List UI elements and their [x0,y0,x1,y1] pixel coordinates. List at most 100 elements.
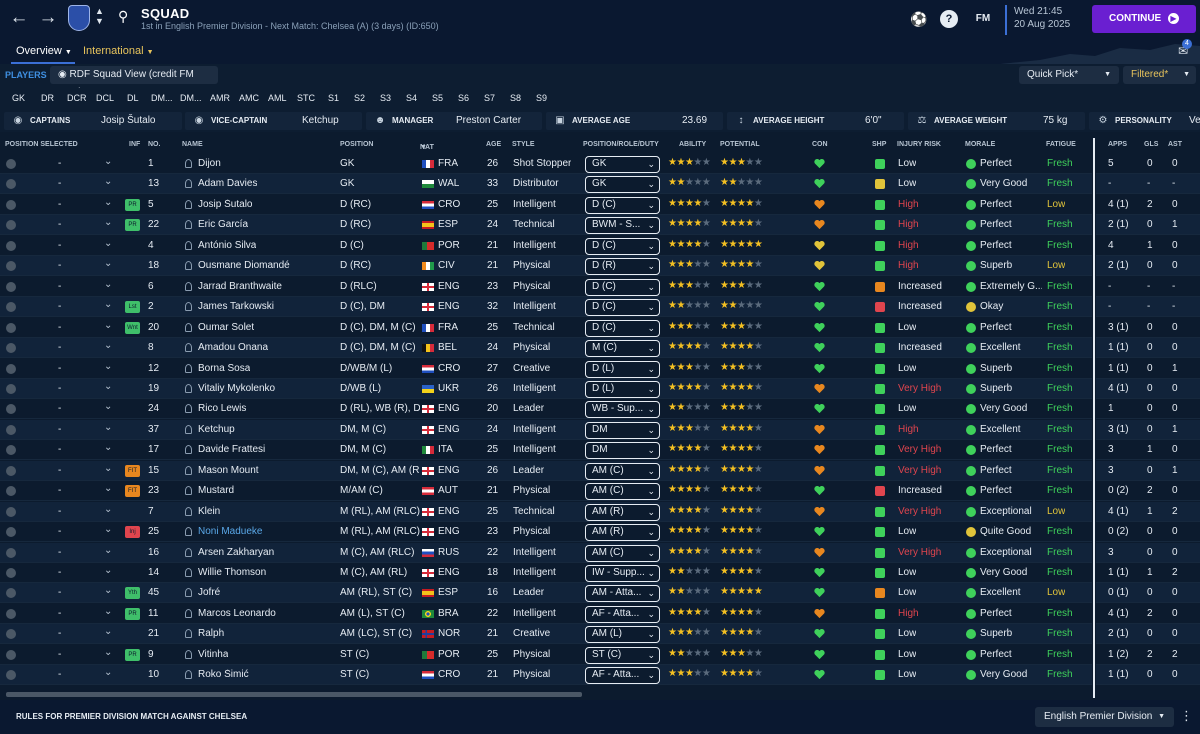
position-selected-cell[interactable]: - [58,280,62,292]
position-filter-dl[interactable]: DL [127,93,139,103]
table-row[interactable]: - ⌄ 19 Vitaliy Mykolenko D/WB (L) UKR 26 Intell… [0,378,1092,399]
row-select-icon[interactable] [6,179,16,190]
table-row[interactable]: - ⌄ 12 Borna Sosa D/WB/M (L) CRO 27 Creative D (… [0,359,1092,379]
player-name-link[interactable]: Roko Šimić [198,669,249,681]
row-select-icon[interactable] [6,302,16,313]
row-select-icon[interactable] [6,199,16,210]
player-name-link[interactable]: Arsen Zakharyan [198,546,275,558]
row-select-icon[interactable] [6,322,16,333]
role-duty-dropdown[interactable]: D (C) ⌄ [585,196,660,214]
table-row[interactable]: - ⌄ PR 11 Marcos Leonardo AM (L), ST (C) BRA 22… [0,604,1092,624]
table-row[interactable]: - ⌄ 14 Willie Thomson M (C), AM (RL) ENG 18 Int… [0,563,1092,583]
nationality-cell[interactable]: CRO [438,669,461,681]
position-selected-cell[interactable]: - [58,219,62,231]
fm-menu-button[interactable]: FM [975,13,991,24]
role-duty-dropdown[interactable]: GK ⌄ [585,156,660,173]
position-filter-s3[interactable]: S3 [380,93,392,103]
role-duty-dropdown[interactable]: AM - Atta... ⌄ [585,585,660,603]
position-filter-s1[interactable]: S1 [328,93,340,103]
table-row[interactable]: - ⌄ 10 Roko Šimić ST (C) CRO 21 Physical AF - At… [0,665,1092,686]
player-name-link[interactable]: Oumar Solet [198,321,255,333]
position-filter-gk[interactable]: GK [12,93,26,103]
player-name-link[interactable]: Rico Lewis [198,403,247,415]
role-duty-dropdown[interactable]: D (C) ⌄ [585,237,660,255]
position-filter-dm2[interactable]: DM... [180,93,202,103]
col-potential[interactable]: POTENTIAL [720,141,760,148]
position-selected-cell[interactable]: - [58,301,62,313]
role-duty-dropdown[interactable]: M (C) ⌄ [585,340,660,358]
role-duty-dropdown[interactable]: AF - Atta... ⌄ [585,605,660,623]
role-duty-dropdown[interactable]: BWM - S... ⌄ [585,217,660,235]
vice-captain-panel[interactable]: ◉ VICE-CAPTAIN Ketchup [185,112,362,130]
nationality-cell[interactable]: RUS [438,546,460,558]
role-duty-dropdown[interactable]: AM (R) ⌄ [585,524,660,542]
row-select-icon[interactable] [6,343,16,354]
player-name-link[interactable]: Borna Sosa [198,362,251,374]
player-name-link[interactable]: Klein [198,505,221,517]
role-duty-dropdown[interactable]: D (C) ⌄ [585,319,660,337]
position-selected-cell[interactable]: - [58,485,62,497]
position-selected-cell[interactable]: - [58,342,62,354]
player-name-link[interactable]: Ralph [198,628,225,640]
col-name[interactable]: NAME [182,141,203,148]
col-injury[interactable]: INJURY RISK [897,141,941,148]
position-selected-cell[interactable]: - [58,628,62,640]
row-select-icon[interactable] [6,568,16,578]
position-selected-cell[interactable]: - [58,362,62,374]
nationality-cell[interactable]: ITA [438,444,453,456]
table-row[interactable]: - ⌄ 18 Ousmane Diomandé D (RC) CIV 21 Physical D… [0,256,1092,277]
position-filter-dcl[interactable]: DCL [96,93,115,103]
nationality-cell[interactable]: BRA [438,607,459,619]
row-select-icon[interactable] [6,588,16,599]
row-select-icon[interactable] [6,629,16,640]
nationality-cell[interactable]: ESP [438,219,459,231]
position-selected-cell[interactable]: - [58,607,62,619]
col-no[interactable]: NO. [148,141,161,148]
chevron-down-icon[interactable]: ⌄ [104,503,113,515]
row-select-icon[interactable] [6,445,16,456]
player-name-link[interactable]: Willie Thomson [198,567,267,578]
chevron-down-icon[interactable]: ⌄ [104,340,113,352]
col-morale[interactable]: MORALE [965,141,996,148]
player-name-link[interactable]: Noni Madueke [198,526,263,538]
col-con[interactable]: CON [812,141,828,148]
horizontal-scrollbar[interactable] [6,692,582,697]
help-icon[interactable]: ? [940,10,958,28]
nationality-cell[interactable]: UKR [438,382,460,394]
view-selector-dropdown[interactable]: ◉ RDF Squad View (credit FM Stag) ▼ [50,66,218,98]
continue-button[interactable]: CONTINUE ▶ [1092,5,1196,33]
position-selected-cell[interactable]: - [58,178,62,190]
player-name-link[interactable]: Mustard [198,485,235,497]
nationality-cell[interactable]: ESP [438,587,459,599]
row-select-icon[interactable] [6,465,16,476]
role-duty-dropdown[interactable]: GK ⌄ [585,176,660,194]
row-select-icon[interactable] [6,404,16,415]
role-duty-dropdown[interactable]: AF - Atta... ⌄ [585,667,660,685]
nationality-cell[interactable]: POR [438,648,460,660]
row-select-icon[interactable] [6,486,16,497]
player-name-link[interactable]: Ketchup [198,423,235,435]
position-filter-dm1[interactable]: DM... [151,93,173,103]
position-filter-s9[interactable]: S9 [536,93,548,103]
col-style[interactable]: STYLE [512,141,535,148]
position-filter-s4[interactable]: S4 [406,93,418,103]
chevron-down-icon[interactable]: ⌄ [104,565,113,576]
table-row[interactable]: - ⌄ PR 9 Vitinha ST (C) POR 25 Physical ST (C) ⌄ ★★… [0,645,1092,665]
notifications-icon[interactable]: ✉ [1178,44,1189,58]
col-ast[interactable]: AST [1168,141,1182,148]
competition-dropdown[interactable]: English Premier Division ▼ [1035,707,1174,727]
club-switch-icon[interactable]: ▲ ▼ [95,6,104,26]
role-duty-dropdown[interactable]: D (C) ⌄ [585,299,660,317]
captains-panel[interactable]: ◉ CAPTAINS Josip Šutalo [4,112,182,130]
role-duty-dropdown[interactable]: D (R) ⌄ [585,258,660,276]
position-selected-cell[interactable]: - [58,669,62,681]
col-ability[interactable]: ABILITY [679,141,707,148]
table-row[interactable]: - ⌄ Inj 25 Noni Madueke M (RL), AM (RLC) ENG 23… [0,522,1092,543]
nationality-cell[interactable]: POR [438,239,460,251]
position-selected-cell[interactable]: - [58,158,62,169]
col-age[interactable]: AGE [486,141,502,148]
row-select-icon[interactable] [6,649,16,660]
table-row[interactable]: - ⌄ Yth 45 Jofré AM (RL), ST (C) ESP 16 Leader AM… [0,583,1092,604]
nationality-cell[interactable]: CIV [438,260,455,272]
row-select-icon[interactable] [6,527,16,538]
